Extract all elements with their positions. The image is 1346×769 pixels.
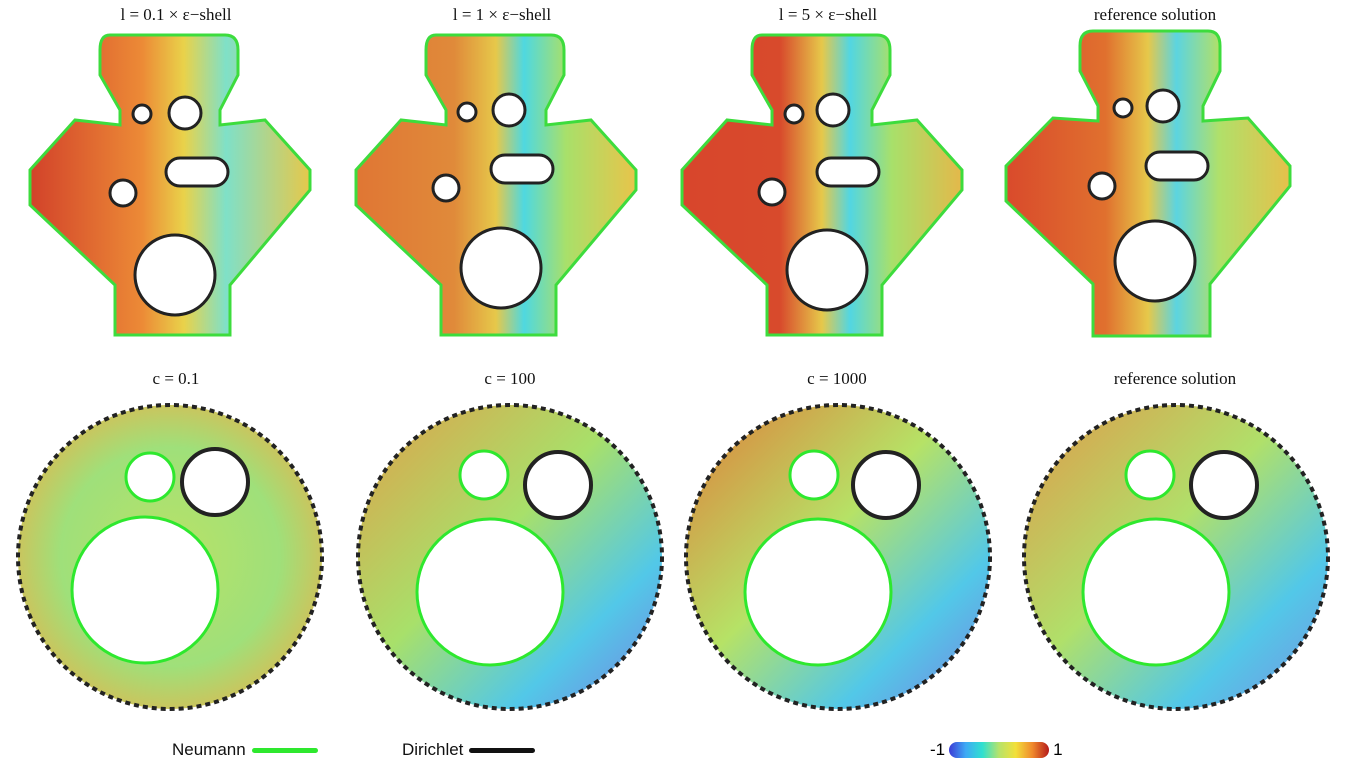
legend-neumann-label: Neumann [172,740,246,759]
gear-panel-1 [16,403,324,711]
bracket-panel-4 [1004,29,1292,338]
colorbar-max-label: 1 [1053,740,1063,759]
bracket-panel-1 [28,33,312,337]
title-bottom-2: c = 100 [484,369,536,388]
gear-panel-3 [684,403,992,711]
title-top-3: l = 5 × ε−shell [778,5,878,24]
gear-panel-2 [356,403,664,711]
title-top-1: l = 0.1 × ε−shell [120,5,232,24]
title-bottom-1: c = 0.1 [152,369,200,388]
legend-dirichlet: Dirichlet [402,740,536,760]
legend-neumann-swatch [251,747,318,753]
colorbar: -1 1 [930,740,1063,760]
title-bottom-3: c = 1000 [807,369,867,388]
bracket-panel-2 [354,33,638,337]
legend-neumann: Neumann [172,740,318,760]
gear-panel-4 [1022,403,1330,711]
title-top-4: reference solution [1093,5,1217,24]
bracket-panel-3 [680,33,964,337]
colorbar-gradient [949,742,1050,758]
colorbar-min-label: -1 [930,740,946,759]
legend-dirichlet-label: Dirichlet [402,740,464,759]
title-bottom-4: reference solution [1113,369,1237,388]
title-top-2: l = 1 × ε−shell [452,5,552,24]
legend-dirichlet-swatch [469,747,536,753]
